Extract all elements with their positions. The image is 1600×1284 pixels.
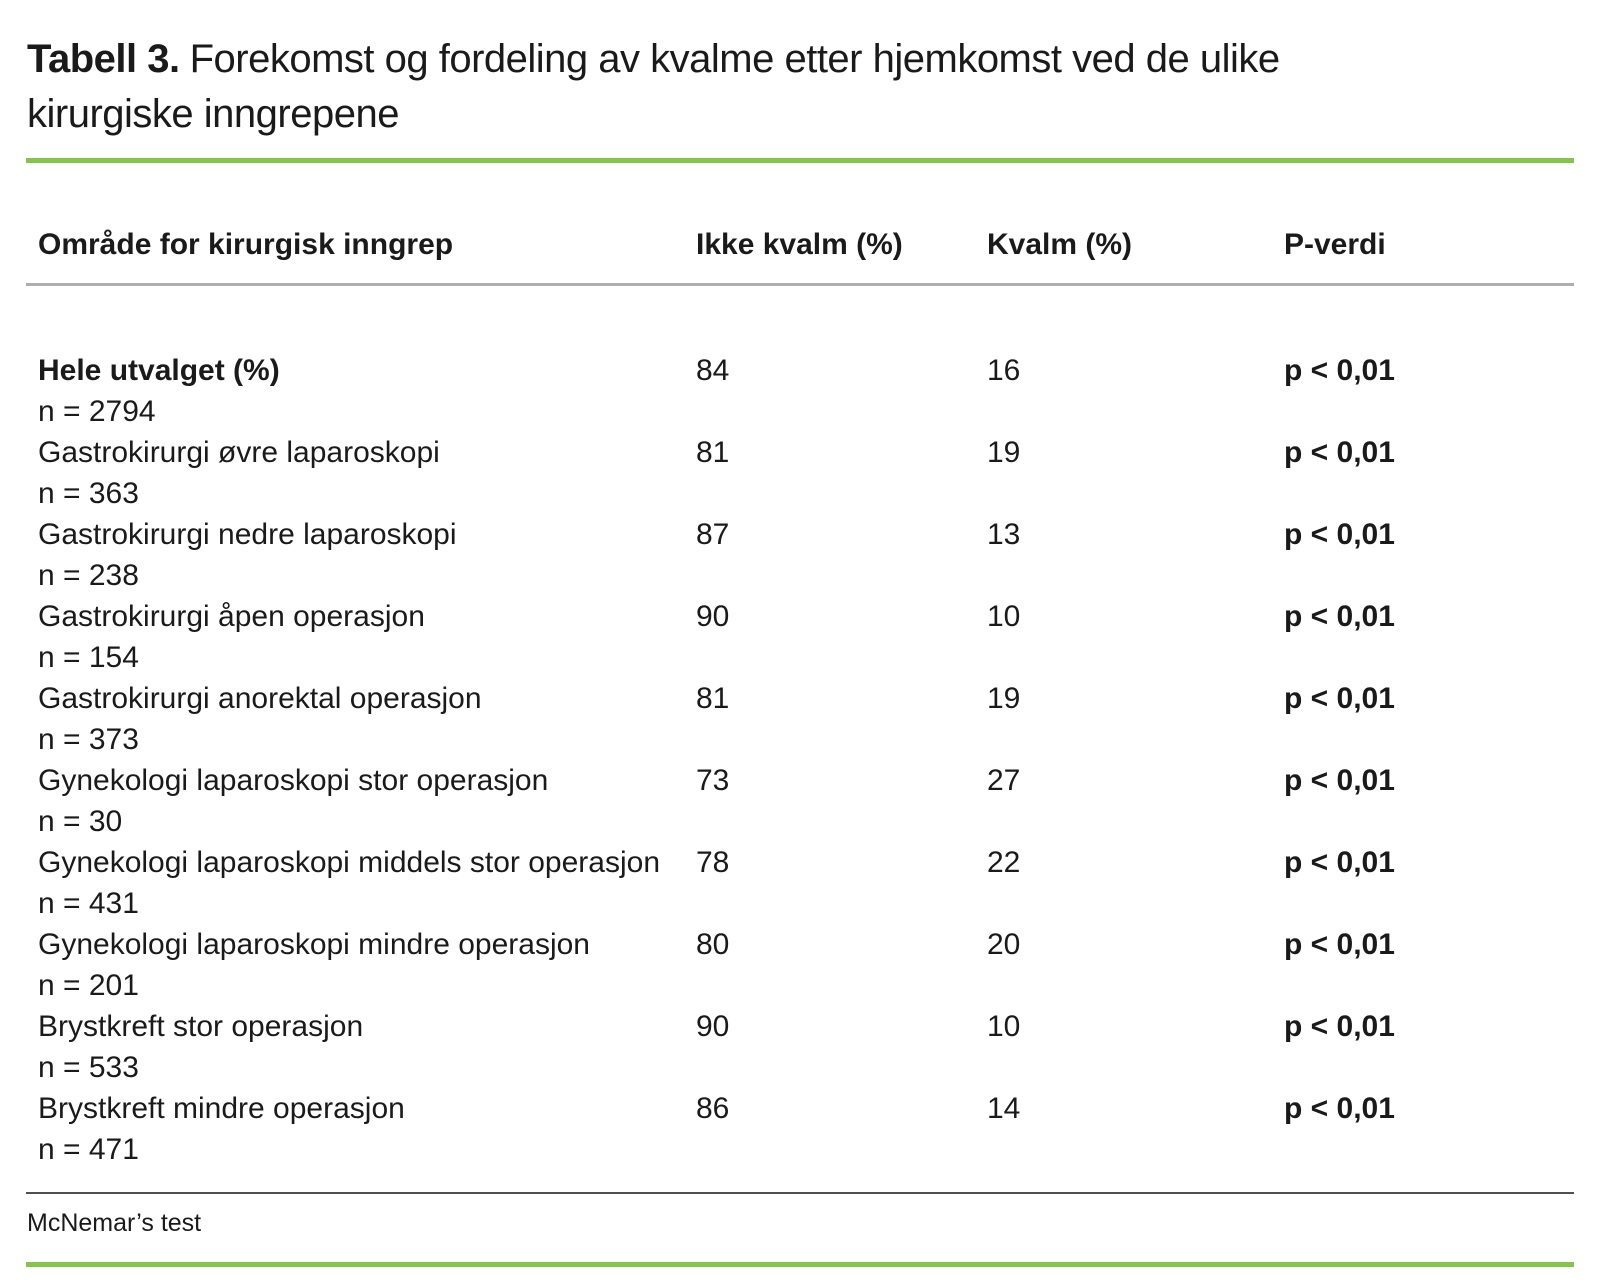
kvalm-value: 20 <box>987 928 1021 961</box>
table-row-gastro-ovre-laparoskopi: Gastrokirurgi øvre laparoskopi n = 363 8… <box>26 432 1574 514</box>
column-header-kvalm: Kvalm (%) <box>987 228 1133 261</box>
table-body: Hele utvalget (%) n = 2794 84 16 p < 0,0… <box>26 350 1574 1170</box>
table-caption-line1: Forekomst og fordeling av kvalme etter h… <box>189 37 1281 81</box>
table-row-hele-utvalget: Hele utvalget (%) n = 2794 84 16 p < 0,0… <box>26 350 1574 432</box>
row-label-cell: Brystkreft mindre operasjon n = 471 <box>26 1088 696 1170</box>
kvalm-value: 19 <box>987 682 1021 715</box>
kvalm-value: 10 <box>987 1010 1021 1043</box>
ikke-kvalm-value: 81 <box>696 436 730 469</box>
kvalm-value: 13 <box>987 518 1021 551</box>
footnote: McNemar’s test <box>27 1209 202 1237</box>
top-green-divider <box>26 158 1574 163</box>
row-label: Hele utvalget (%) <box>38 354 280 387</box>
row-n-count: n = 238 <box>38 559 139 592</box>
row-label-cell: Gynekologi laparoskopi stor operasjon n … <box>26 760 696 842</box>
ikke-kvalm-value: 78 <box>696 846 730 879</box>
table-row-gyn-laparoskopi-mindre: Gynekologi laparoskopi mindre operasjon … <box>26 924 1574 1006</box>
row-n-count: n = 154 <box>38 641 139 674</box>
row-n-count: n = 533 <box>38 1051 139 1084</box>
p-value: p < 0,01 <box>1284 1010 1395 1043</box>
row-label: Gynekologi laparoskopi mindre operasjon <box>38 928 590 961</box>
table-row-gastro-anorektal-operasjon: Gastrokirurgi anorektal operasjon n = 37… <box>26 678 1574 760</box>
table-row-gyn-laparoskopi-stor: Gynekologi laparoskopi stor operasjon n … <box>26 760 1574 842</box>
ikke-kvalm-value: 90 <box>696 1010 730 1043</box>
row-label: Gastrokirurgi anorektal operasjon <box>38 682 482 715</box>
row-label: Gastrokirurgi nedre laparoskopi <box>38 518 457 551</box>
table-number: Tabell 3. <box>27 37 180 81</box>
p-value: p < 0,01 <box>1284 354 1395 387</box>
row-label-cell: Gastrokirurgi øvre laparoskopi n = 363 <box>26 432 696 514</box>
kvalm-value: 16 <box>987 354 1021 387</box>
kvalm-value: 27 <box>987 764 1021 797</box>
ikke-kvalm-value: 73 <box>696 764 730 797</box>
table-row-gyn-laparoskopi-middels: Gynekologi laparoskopi middels stor oper… <box>26 842 1574 924</box>
table-row-brystkreft-mindre: Brystkreft mindre operasjon n = 471 86 1… <box>26 1088 1574 1170</box>
kvalm-value: 19 <box>987 436 1021 469</box>
ikke-kvalm-value: 90 <box>696 600 730 633</box>
table-title-line1: Tabell 3. Forekomst og fordeling av kvalm… <box>27 32 1280 87</box>
row-label-cell: Gastrokirurgi åpen operasjon n = 154 <box>26 596 696 678</box>
p-value: p < 0,01 <box>1284 1092 1395 1125</box>
footnote-divider <box>26 1192 1574 1194</box>
row-label-cell: Gastrokirurgi anorektal operasjon n = 37… <box>26 678 696 760</box>
row-label-cell: Gastrokirurgi nedre laparoskopi n = 238 <box>26 514 696 596</box>
column-header-ikke-kvalm: Ikke kvalm (%) <box>696 228 903 261</box>
table-row-gastro-apen-operasjon: Gastrokirurgi åpen operasjon n = 154 90 … <box>26 596 1574 678</box>
row-label-cell: Gynekologi laparoskopi middels stor oper… <box>26 842 696 924</box>
ikke-kvalm-value: 81 <box>696 682 730 715</box>
table-row-gastro-nedre-laparoskopi: Gastrokirurgi nedre laparoskopi n = 238 … <box>26 514 1574 596</box>
p-value: p < 0,01 <box>1284 846 1395 879</box>
row-label: Gynekologi laparoskopi stor operasjon <box>38 764 549 797</box>
p-value: p < 0,01 <box>1284 928 1395 961</box>
row-n-count: n = 2794 <box>38 395 156 428</box>
ikke-kvalm-value: 86 <box>696 1092 730 1125</box>
row-n-count: n = 201 <box>38 969 139 1002</box>
table-title: Tabell 3. Forekomst og fordeling av kvalm… <box>27 32 1280 142</box>
row-n-count: n = 30 <box>38 805 123 838</box>
p-value: p < 0,01 <box>1284 436 1395 469</box>
row-label: Gastrokirurgi øvre laparoskopi <box>38 436 440 469</box>
column-header-p-verdi: P-verdi <box>1284 228 1386 261</box>
ikke-kvalm-value: 80 <box>696 928 730 961</box>
row-label-cell: Gynekologi laparoskopi mindre operasjon … <box>26 924 696 1006</box>
table-caption-line2: kirurgiske inngrepene <box>27 92 399 136</box>
row-label: Brystkreft stor operasjon <box>38 1010 364 1043</box>
p-value: p < 0,01 <box>1284 764 1395 797</box>
column-header-omrade: Område for kirurgisk inngrep <box>38 228 454 261</box>
kvalm-value: 22 <box>987 846 1021 879</box>
row-n-count: n = 471 <box>38 1133 139 1166</box>
row-label-cell: Brystkreft stor operasjon n = 533 <box>26 1006 696 1088</box>
ikke-kvalm-value: 87 <box>696 518 730 551</box>
row-label-cell: Hele utvalget (%) n = 2794 <box>26 350 696 432</box>
p-value: p < 0,01 <box>1284 600 1395 633</box>
p-value: p < 0,01 <box>1284 682 1395 715</box>
row-label: Gastrokirurgi åpen operasjon <box>38 600 425 633</box>
kvalm-value: 10 <box>987 600 1021 633</box>
kvalm-value: 14 <box>987 1092 1021 1125</box>
table-header-row: Område for kirurgisk inngrep Ikke kvalm … <box>26 224 1574 265</box>
row-n-count: n = 431 <box>38 887 139 920</box>
row-label: Gynekologi laparoskopi middels stor oper… <box>38 846 661 879</box>
bottom-green-divider <box>26 1262 1574 1267</box>
ikke-kvalm-value: 84 <box>696 354 730 387</box>
table-row-brystkreft-stor: Brystkreft stor operasjon n = 533 90 10 … <box>26 1006 1574 1088</box>
p-value: p < 0,01 <box>1284 518 1395 551</box>
header-divider <box>26 283 1574 286</box>
row-n-count: n = 373 <box>38 723 139 756</box>
row-label: Brystkreft mindre operasjon <box>38 1092 405 1125</box>
row-n-count: n = 363 <box>38 477 139 510</box>
